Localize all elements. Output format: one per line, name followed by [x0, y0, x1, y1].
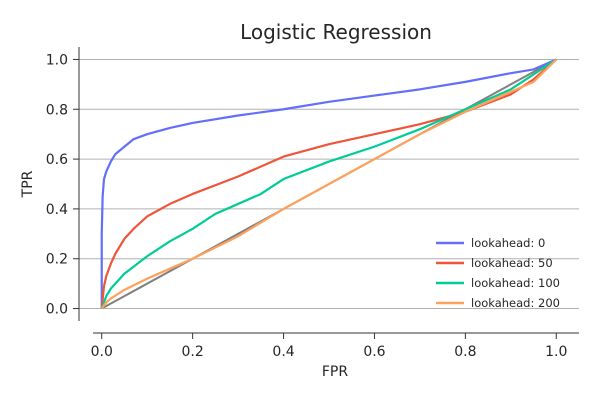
legend-label: lookahead: 0 — [471, 236, 545, 250]
series-line-0 — [100, 58, 557, 309]
y-axis-label: TPR — [20, 170, 36, 198]
axes — [78, 47, 579, 334]
y-tick-label: 0.2 — [46, 252, 68, 268]
legend-label: lookahead: 100 — [471, 276, 560, 290]
x-tick-label: 1.0 — [545, 344, 567, 360]
y-tick-label: 0.4 — [46, 202, 68, 218]
y-ticks: 0.0 0.2 0.4 0.6 0.8 1.0 — [46, 52, 79, 318]
x-axis-label: FPR — [322, 364, 348, 380]
y-tick-label: 0.8 — [46, 102, 68, 118]
legend-label: lookahead: 50 — [471, 256, 553, 270]
y-tick-label: 1.0 — [46, 52, 68, 68]
x-tick-label: 0.2 — [182, 344, 204, 360]
legend-label: lookahead: 200 — [471, 296, 560, 310]
x-tick-label: 0.0 — [91, 344, 113, 360]
legend: lookahead: 0 lookahead: 50 lookahead: 100 l… — [436, 236, 560, 310]
y-tick-label: 0.6 — [46, 152, 68, 168]
x-tick-label: 0.8 — [454, 344, 476, 360]
chart-title: Logistic Regression — [240, 20, 432, 44]
series-lines — [100, 58, 558, 310]
series-line-3 — [100, 58, 558, 310]
x-tick-label: 0.6 — [363, 344, 385, 360]
y-tick-label: 0.0 — [46, 302, 68, 318]
x-ticks: 0.0 0.2 0.4 0.6 0.8 1.0 — [91, 333, 567, 360]
series-line-2 — [100, 58, 557, 309]
x-tick-label: 0.4 — [272, 344, 294, 360]
